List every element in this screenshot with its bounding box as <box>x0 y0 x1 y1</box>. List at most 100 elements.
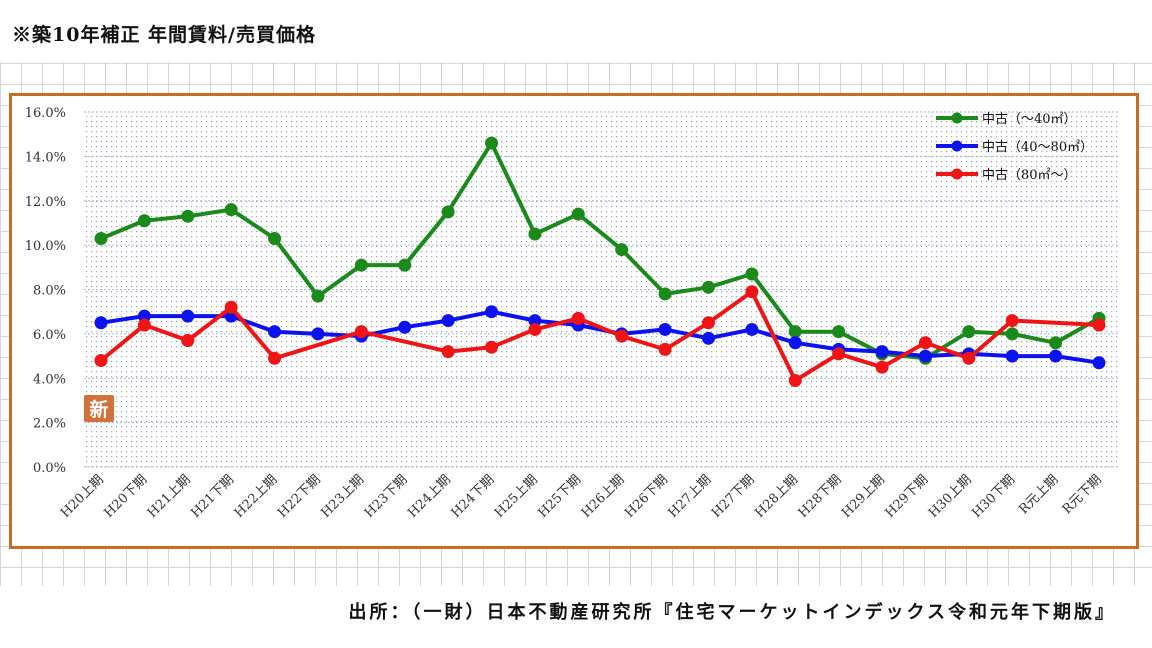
data-point <box>268 231 282 245</box>
data-point <box>875 360 889 374</box>
data-point <box>875 345 889 359</box>
x-tick-label: H22上期 <box>232 472 281 521</box>
x-tick-label: H28下期 <box>796 472 845 521</box>
data-point <box>658 342 672 356</box>
data-point <box>485 305 499 319</box>
data-point <box>224 203 238 217</box>
data-point <box>832 347 846 361</box>
data-point <box>658 322 672 336</box>
x-tick-label: H24下期 <box>449 472 498 521</box>
data-point <box>1092 356 1106 370</box>
data-point <box>701 280 715 294</box>
y-tick-label: 14.0% <box>25 150 66 165</box>
data-point <box>1005 314 1019 328</box>
legend: 中古（～40㎡） 中古（40～80㎡） 中古（80㎡～） <box>936 112 1093 183</box>
legend-item: 中古（80㎡～） <box>936 168 1077 183</box>
data-point <box>615 243 629 257</box>
y-tick-label: 4.0% <box>33 372 66 387</box>
y-axis: 0.0% 2.0% 4.0% 6.0% 8.0% 10.0% 12.0% 14.0% 16.0% <box>25 106 66 476</box>
x-tick-label: H20下期 <box>102 472 151 521</box>
data-point <box>1049 336 1063 350</box>
data-point <box>571 311 585 325</box>
x-tick-label: H25下期 <box>535 472 584 521</box>
data-point <box>962 351 976 365</box>
y-tick-label: 8.0% <box>33 284 66 299</box>
data-point <box>441 314 455 328</box>
data-point <box>137 214 151 228</box>
data-point <box>181 209 195 223</box>
y-tick-label: 2.0% <box>33 417 66 432</box>
legend-item: 中古（40～80㎡） <box>936 140 1093 155</box>
legend-label: 中古（40～80㎡） <box>982 140 1093 155</box>
data-point <box>528 227 542 241</box>
data-point <box>181 309 195 323</box>
data-point <box>745 285 759 299</box>
x-axis: H20上期H20下期H21上期H21下期H22上期H22下期H23上期H23下期… <box>58 472 1105 521</box>
legend-item: 中古（～40㎡） <box>936 112 1077 127</box>
legend-label: 中古（80㎡～） <box>982 168 1077 183</box>
x-tick-label: H23下期 <box>362 472 411 521</box>
y-tick-label: 10.0% <box>25 239 66 254</box>
data-point <box>571 207 585 221</box>
data-point <box>354 325 368 339</box>
x-tick-label: H21下期 <box>188 472 237 521</box>
data-point <box>268 325 282 339</box>
data-point <box>832 325 846 339</box>
page-title: ※築10年補正 年間賃料/売買価格 <box>12 24 316 46</box>
data-point <box>918 349 932 363</box>
x-tick-label: H30上期 <box>926 472 975 521</box>
data-point <box>224 300 238 314</box>
y-tick-label: 16.0% <box>25 106 66 121</box>
data-point <box>485 136 499 150</box>
x-tick-label: H20上期 <box>58 472 107 521</box>
data-point <box>788 336 802 350</box>
x-tick-label: R元上期 <box>1016 472 1061 517</box>
new-badge: 新 <box>84 395 114 422</box>
x-tick-label: H27下期 <box>709 472 758 521</box>
title-band <box>0 0 1152 62</box>
data-point <box>918 336 932 350</box>
data-point <box>398 258 412 272</box>
legend-swatch-marker <box>951 112 963 124</box>
x-tick-label: H30下期 <box>969 472 1018 521</box>
x-tick-label: H23上期 <box>318 472 367 521</box>
data-point <box>615 329 629 343</box>
x-tick-label: H21上期 <box>145 472 194 521</box>
source-note: 出所：（一財）日本不動産研究所『住宅マーケットインデックス令和元年下期版』 <box>348 602 1116 623</box>
x-tick-label: H25上期 <box>492 472 541 521</box>
y-tick-label: 0.0% <box>33 461 66 476</box>
data-point <box>1049 349 1063 363</box>
data-point <box>701 331 715 345</box>
data-point <box>94 316 108 330</box>
data-point <box>745 267 759 281</box>
y-tick-label: 6.0% <box>33 328 66 343</box>
data-point <box>181 334 195 348</box>
x-tick-label: H26下期 <box>622 472 671 521</box>
x-tick-label: H22下期 <box>275 472 324 521</box>
data-point <box>311 327 325 341</box>
legend-swatch-marker <box>951 168 963 180</box>
data-point <box>1005 349 1019 363</box>
legend-swatch-marker <box>951 140 963 152</box>
data-point <box>701 316 715 330</box>
data-point <box>441 345 455 359</box>
x-tick-label: H28上期 <box>752 472 801 521</box>
series-line <box>99 309 1101 365</box>
data-point <box>485 340 499 354</box>
data-point <box>441 205 455 219</box>
data-point <box>1005 327 1019 341</box>
x-tick-label: H27上期 <box>666 472 715 521</box>
data-point <box>311 289 325 303</box>
x-tick-label: H24上期 <box>405 472 454 521</box>
source-band <box>0 586 1152 648</box>
data-point <box>745 322 759 336</box>
x-tick-label: R元下期 <box>1060 472 1105 517</box>
data-point <box>1092 318 1106 332</box>
data-point <box>137 318 151 332</box>
data-point <box>788 325 802 339</box>
data-point <box>962 325 976 339</box>
data-point <box>354 258 368 272</box>
data-point <box>788 373 802 387</box>
data-point <box>528 322 542 336</box>
